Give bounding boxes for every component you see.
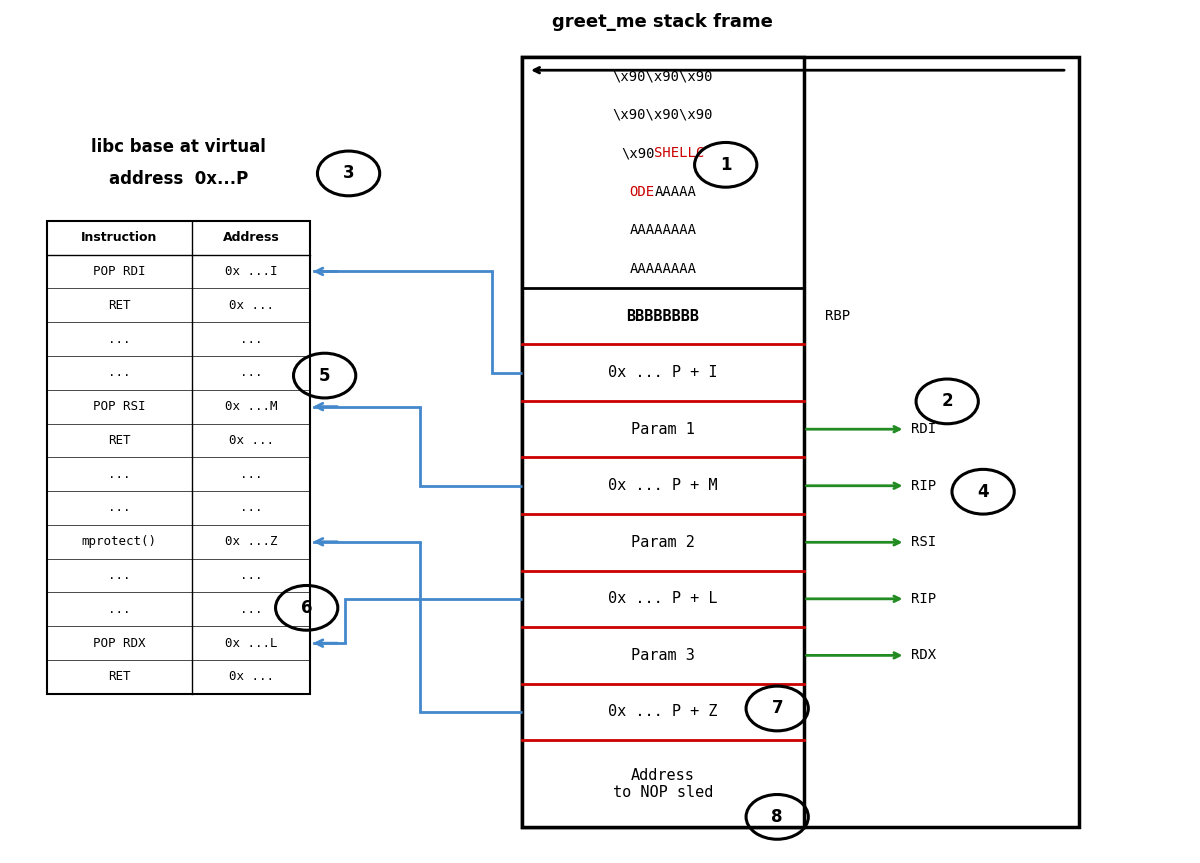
Text: 5: 5 — [319, 367, 330, 385]
Text: 0x ...M: 0x ...M — [224, 400, 277, 413]
Text: libc base at virtual: libc base at virtual — [91, 138, 266, 156]
Text: 0x ... P + L: 0x ... P + L — [608, 591, 718, 607]
Text: ...: ... — [240, 468, 263, 481]
Text: 0x ...I: 0x ...I — [224, 265, 277, 278]
Text: ...: ... — [240, 569, 263, 582]
Text: 4: 4 — [977, 482, 989, 501]
Text: RIP: RIP — [911, 479, 936, 493]
Text: RET: RET — [108, 299, 131, 312]
Text: ...: ... — [240, 603, 263, 616]
Text: 0x ...Z: 0x ...Z — [224, 535, 277, 548]
Text: 0x ...L: 0x ...L — [224, 637, 277, 650]
Text: address  0x...P: address 0x...P — [109, 170, 248, 188]
Text: SHELLC: SHELLC — [654, 147, 704, 161]
FancyBboxPatch shape — [47, 221, 311, 694]
Text: 0x ... P + I: 0x ... P + I — [608, 365, 718, 381]
Text: POP RDX: POP RDX — [94, 637, 145, 650]
Text: ...: ... — [108, 569, 131, 582]
Text: POP RDI: POP RDI — [94, 265, 145, 278]
Text: \x90\x90\x90: \x90\x90\x90 — [613, 108, 713, 122]
Text: RET: RET — [108, 434, 131, 447]
Text: RDI: RDI — [911, 422, 936, 436]
Text: AAAAA: AAAAA — [654, 185, 696, 198]
Text: Address
to NOP sled: Address to NOP sled — [613, 767, 713, 800]
Text: AAAAAAAA: AAAAAAAA — [629, 224, 696, 237]
Text: Instruction: Instruction — [82, 231, 157, 244]
Text: RDX: RDX — [911, 648, 936, 663]
Text: 0x ... P + M: 0x ... P + M — [608, 478, 718, 494]
Text: ...: ... — [240, 332, 263, 345]
Text: \x90: \x90 — [622, 147, 655, 161]
Text: RET: RET — [108, 671, 131, 683]
Text: Param 3: Param 3 — [631, 648, 695, 663]
Text: ...: ... — [240, 501, 263, 514]
Text: ODE: ODE — [630, 185, 655, 198]
Text: mprotect(): mprotect() — [82, 535, 157, 548]
Text: ...: ... — [108, 366, 131, 380]
Text: RIP: RIP — [911, 592, 936, 606]
Text: greet_me stack frame: greet_me stack frame — [552, 14, 773, 31]
Text: RSI: RSI — [911, 535, 936, 549]
Text: 3: 3 — [343, 165, 354, 182]
Text: \x90\x90\x90: \x90\x90\x90 — [613, 70, 713, 84]
Text: 1: 1 — [720, 156, 732, 173]
Text: 2: 2 — [941, 393, 953, 411]
Text: ...: ... — [108, 603, 131, 616]
Text: 0x ...: 0x ... — [228, 671, 274, 683]
Text: RBP: RBP — [826, 309, 851, 323]
Text: 0x ...: 0x ... — [228, 434, 274, 447]
Text: ...: ... — [108, 468, 131, 481]
Text: BBBBBBBB: BBBBBBBB — [626, 309, 700, 324]
Text: 6: 6 — [301, 599, 312, 617]
Text: ...: ... — [108, 501, 131, 514]
Text: POP RSI: POP RSI — [94, 400, 145, 413]
Text: ...: ... — [240, 366, 263, 380]
Text: ...: ... — [108, 332, 131, 345]
Text: 0x ... P + Z: 0x ... P + Z — [608, 704, 718, 720]
Text: Address: Address — [223, 231, 280, 244]
Text: 0x ...: 0x ... — [228, 299, 274, 312]
Text: Param 1: Param 1 — [631, 422, 695, 437]
FancyBboxPatch shape — [522, 57, 1079, 828]
FancyBboxPatch shape — [522, 57, 804, 828]
Text: AAAAAAAA: AAAAAAAA — [629, 261, 696, 275]
Text: 7: 7 — [772, 700, 784, 717]
Text: 8: 8 — [772, 808, 782, 826]
Text: Param 2: Param 2 — [631, 535, 695, 550]
